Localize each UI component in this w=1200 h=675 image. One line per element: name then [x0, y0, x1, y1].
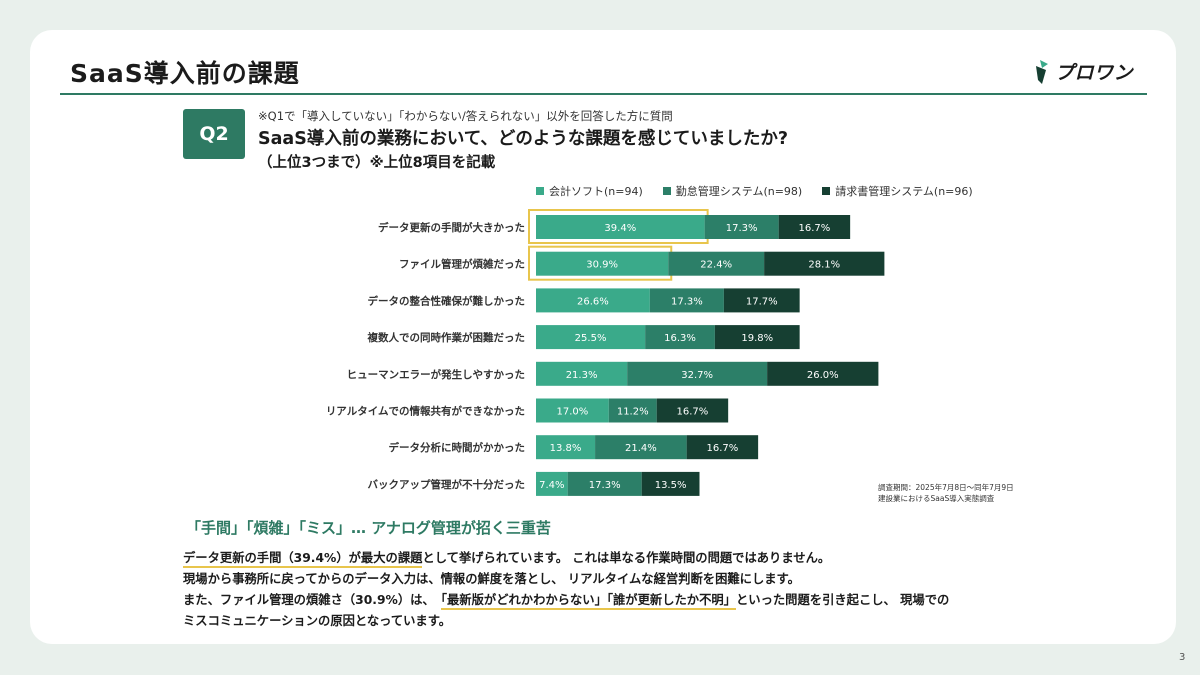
bar-segment [764, 251, 885, 276]
bar-segment [567, 471, 642, 496]
bar-segment [536, 251, 669, 276]
bar-value-label: 30.9% [586, 260, 618, 271]
bar-value-label: 16.7% [799, 223, 831, 234]
bar-segment [778, 215, 851, 239]
category-label: データの整合性確保が難しかった [368, 294, 526, 307]
category-label: 複数人での同時作業が困難だった [367, 331, 526, 344]
commentary-line-4: ミスコミュニケーションの原因となっています。 [183, 614, 452, 628]
bar-segment [641, 471, 700, 496]
bar-segment [668, 251, 765, 276]
category-label: データ分析に時間がかかった [389, 441, 526, 454]
slide-title: SaaS導入前の課題 [70, 59, 300, 88]
title-divider [60, 93, 1147, 95]
legend-item-invoice: 請求書管理システム(n=96) [822, 183, 973, 199]
legend-swatch-attendance [662, 187, 671, 195]
bar-segment [767, 361, 879, 386]
bar-segment [656, 398, 729, 423]
page-number: 3 [1179, 652, 1186, 663]
bar-segment [704, 215, 779, 239]
legend-label-accounting: 会計ソフト(n=94) [549, 185, 643, 198]
category-label: ヒューマンエラーが発生しやすかった [347, 368, 525, 381]
bar-value-label: 17.3% [726, 223, 758, 234]
category-label: バックアップ管理が不十分だった [368, 478, 526, 491]
bar-segment [536, 435, 596, 460]
bar-segment [536, 325, 646, 350]
bar-segment [627, 361, 768, 386]
bar-value-label: 28.1% [808, 260, 840, 271]
legend-swatch-accounting [536, 187, 544, 195]
bar-value-label: 26.6% [577, 296, 609, 307]
bar-value-label: 17.3% [589, 480, 621, 491]
legend-item-attendance: 勤怠管理システム(n=98) [662, 183, 803, 199]
commentary-body: データ更新の手間（39.4%）が最大の課題として挙げられています。 これは単なる… [183, 548, 949, 632]
commentary-line-2: 現場から事務所に戻ってからのデータ入力は、情報の鮮度を落とし、 リアルタイムな経… [183, 572, 800, 586]
bar-value-label: 17.3% [671, 296, 703, 307]
commentary-line-1: データ更新の手間（39.4%）が最大の課題として挙げられています。 これは単なる… [183, 548, 949, 569]
bar-segment [595, 435, 687, 460]
bar-value-label: 16.7% [677, 407, 709, 418]
bar-segment [723, 288, 800, 313]
bar-segment [686, 435, 759, 460]
legend-label-invoice: 請求書管理システム(n=96) [835, 185, 973, 198]
question-badge: Q2 [183, 109, 245, 159]
legend-item-accounting: 会計ソフト(n=94) [536, 183, 643, 199]
logo-mark-icon [1036, 59, 1048, 84]
category-label: データ更新の手間が大きかった [378, 221, 525, 234]
logo-text: プロワン [1055, 62, 1134, 84]
bar-value-label: 11.2% [617, 407, 649, 418]
bar-value-label: 21.4% [625, 443, 657, 454]
bar-value-label: 7.4% [539, 480, 564, 491]
brand-logo: プロワン [1034, 58, 1133, 85]
commentary-highlight-1: データ更新の手間（39.4%）が最大の課題 [183, 551, 423, 568]
commentary-highlight-2: 「最新版がどれかわからない」「誰が更新したか不明」 [440, 593, 736, 610]
bar-value-label: 25.5% [575, 333, 607, 344]
commentary-line-3-post: といった問題を引き起こし、 現場での [735, 593, 950, 607]
bar-segment [536, 215, 705, 239]
bar-value-label: 17.0% [556, 407, 588, 418]
commentary-line-1-rest: として挙げられています。 これは単なる作業時間の問題ではありません。 [422, 551, 831, 565]
bar-value-label: 16.7% [707, 443, 739, 454]
bar-value-label: 13.8% [550, 443, 582, 454]
bar-value-label: 17.7% [746, 296, 778, 307]
commentary-line-3-pre: また、ファイル管理の煩雑さ（30.9%）は、 [183, 593, 441, 607]
bar-segment [536, 288, 650, 313]
bar-segment [536, 361, 628, 386]
commentary-line-3: また、ファイル管理の煩雑さ（30.9%）は、 「最新版がどれかわからない」「誰が… [183, 590, 949, 611]
bar-value-label: 13.5% [655, 480, 687, 491]
bar-segment [536, 398, 609, 423]
bar-value-label: 39.4% [604, 223, 636, 234]
legend-label-attendance: 勤怠管理システム(n=98) [675, 185, 803, 198]
bar-value-label: 21.3% [566, 370, 598, 381]
bar-value-label: 26.0% [807, 370, 839, 381]
category-label: ファイル管理が煩雑だった [399, 258, 525, 271]
bar-segment [645, 325, 715, 350]
question-text: SaaS導入前の業務において、どのような課題を感じていましたか? [258, 129, 789, 149]
commentary-headline: 「手間」「煩雑」「ミス」… アナログ管理が招く三重苦 [186, 519, 551, 537]
survey-period: 調査期間：2025年7月8日〜同年7月9日 [878, 483, 1014, 492]
bar-value-label: 16.3% [664, 333, 696, 344]
survey-note: 調査期間：2025年7月8日〜同年7月9日 建設業におけるSaaS導入実態調査 [878, 482, 1014, 504]
chart-legend: 会計ソフト(n=94) 勤怠管理システム(n=98) 請求書管理システム(n=9… [536, 183, 973, 199]
bar-value-label: 19.8% [741, 333, 773, 344]
bar-segment [536, 471, 568, 496]
bar-value-label: 22.4% [700, 260, 732, 271]
category-label: リアルタイムでの情報共有ができなかった [326, 405, 525, 418]
question-note: ※Q1で「導入していない」「わからない/答えられない」以外を回答した方に質問 [258, 109, 673, 123]
bar-segment [714, 325, 800, 350]
legend-swatch-invoice [822, 187, 831, 195]
bar-segment [608, 398, 657, 423]
bar-segment [649, 288, 724, 313]
survey-title: 建設業におけるSaaS導入実態調査 [878, 494, 995, 503]
stacked-bar-chart: データ更新の手間が大きかった 39.4% 17.3% 16.7% ファイル管理が煩雑だっ… [326, 209, 885, 496]
question-subtext: （上位3つまで）※上位8項目を記載 [258, 155, 496, 171]
bar-value-label: 32.7% [681, 370, 713, 381]
